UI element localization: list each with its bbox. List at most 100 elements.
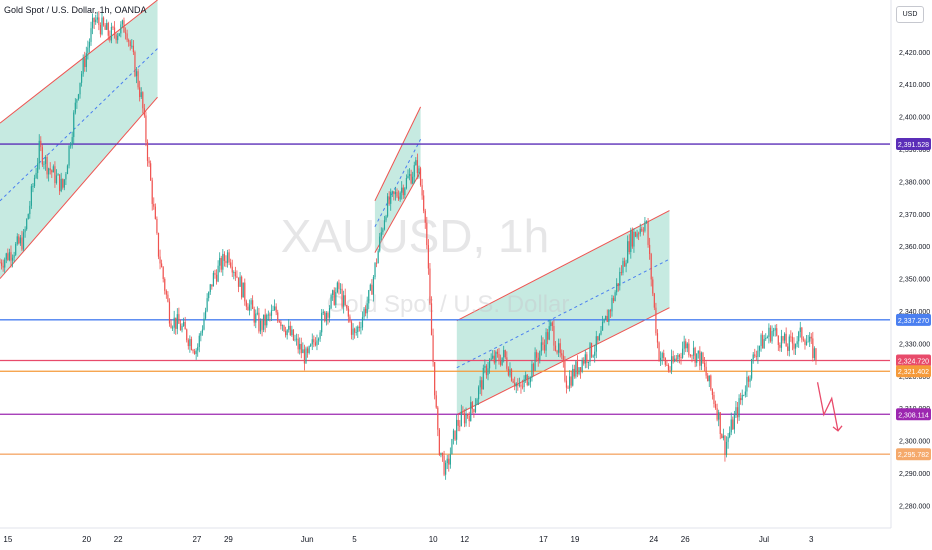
candle-body <box>434 361 436 396</box>
candle-body <box>181 325 183 331</box>
candle-body <box>284 330 287 336</box>
candle-body <box>581 360 583 372</box>
projection-arrow[interactable] <box>816 382 843 432</box>
candle-body <box>77 94 80 100</box>
candle-body <box>623 260 626 267</box>
candle-body <box>184 321 186 330</box>
parallel-channels[interactable] <box>0 0 670 416</box>
candle-body <box>796 341 798 345</box>
candle-body <box>801 327 803 340</box>
candle-body <box>707 375 709 382</box>
candle-body <box>437 407 439 430</box>
candle-body <box>368 290 370 304</box>
candle-body <box>21 237 23 250</box>
candle-body <box>426 222 428 246</box>
candle-body <box>8 252 11 261</box>
candle-body <box>606 315 608 322</box>
candle-body <box>396 192 398 197</box>
candle-body <box>612 298 615 301</box>
candle-body <box>490 358 492 360</box>
time-axis[interactable]: 15 20 22 27 29 Jun 5 10 12 17 19 24 26 Jul 3 <box>0 527 891 544</box>
channel-median-1 <box>374 139 422 227</box>
candle-body <box>208 292 210 299</box>
candle-body <box>760 335 762 347</box>
candle-body <box>751 359 753 379</box>
candle-body <box>460 411 462 426</box>
candle-body <box>40 140 42 148</box>
candle-body <box>432 335 434 362</box>
currency-button[interactable]: USD <box>896 6 924 23</box>
candle-body <box>49 168 51 171</box>
candle-body <box>154 206 156 219</box>
candle-body <box>286 329 288 336</box>
candle-body <box>744 391 746 395</box>
candle-body <box>223 253 225 261</box>
candle-body <box>683 341 685 349</box>
candle-body <box>645 221 648 223</box>
candle-body <box>204 310 207 319</box>
candle-body <box>790 336 792 338</box>
x-tick-label: 3 <box>809 535 814 544</box>
candle-body <box>503 350 505 358</box>
price-label-box <box>896 313 931 326</box>
y-tick-label: 2,400.000 <box>899 115 930 122</box>
candle-body <box>214 272 216 275</box>
candle-body <box>352 328 354 335</box>
candle-body <box>165 290 167 295</box>
candle-body <box>766 336 768 338</box>
candle-body <box>492 355 494 359</box>
candle-body <box>636 233 638 237</box>
candle-body <box>468 415 470 422</box>
channel-lower-0 <box>0 96 158 279</box>
candle-body <box>518 384 520 386</box>
candle-body <box>473 409 475 413</box>
candle-body <box>677 354 679 360</box>
candle-body <box>2 265 4 268</box>
candle-body <box>448 458 450 465</box>
candle-body <box>172 327 174 329</box>
candle-body <box>22 232 25 250</box>
candle-body <box>146 142 149 161</box>
candle-body <box>482 367 484 390</box>
candle-body <box>35 173 37 178</box>
y-tick-label: 2,380.000 <box>899 179 930 186</box>
candle-body <box>190 339 193 350</box>
candle-body <box>68 145 70 166</box>
candle-body <box>570 376 572 386</box>
candle-body <box>297 338 299 350</box>
candle-body <box>91 17 94 29</box>
candle-body <box>485 365 488 376</box>
price-label-text: 2,391.528 <box>898 142 929 149</box>
candle-body <box>314 342 317 346</box>
candle-body <box>57 174 59 176</box>
candle-body <box>145 115 147 143</box>
candle-body <box>346 305 348 309</box>
candle-body <box>459 425 461 427</box>
candle-body <box>157 233 160 257</box>
candle-body <box>713 395 715 405</box>
candle-body <box>43 163 45 165</box>
candle-body <box>714 404 717 409</box>
y-tick-label: 2,350.000 <box>899 277 930 284</box>
candle-body <box>688 343 690 356</box>
candle-body <box>120 24 122 34</box>
candle-body <box>93 17 95 23</box>
candle-body <box>782 336 784 341</box>
candle-body <box>727 437 729 442</box>
horizontal-levels[interactable] <box>0 143 890 455</box>
candle-body <box>666 364 668 366</box>
candle-body <box>388 196 390 204</box>
candle-body <box>46 156 48 175</box>
channel-lower-1 <box>374 171 422 253</box>
candle-body <box>173 317 175 328</box>
candle-body <box>350 321 353 335</box>
price-axis[interactable]: 2,420.000 2,410.000 2,400.000 2,390.000 2,38… <box>890 0 932 550</box>
candle-body <box>247 306 249 311</box>
candle-body <box>16 236 18 244</box>
candle-body <box>729 432 731 438</box>
candle-body <box>405 178 408 189</box>
candle-body <box>11 257 14 261</box>
candle-body <box>379 236 381 251</box>
candle-body <box>617 283 619 286</box>
